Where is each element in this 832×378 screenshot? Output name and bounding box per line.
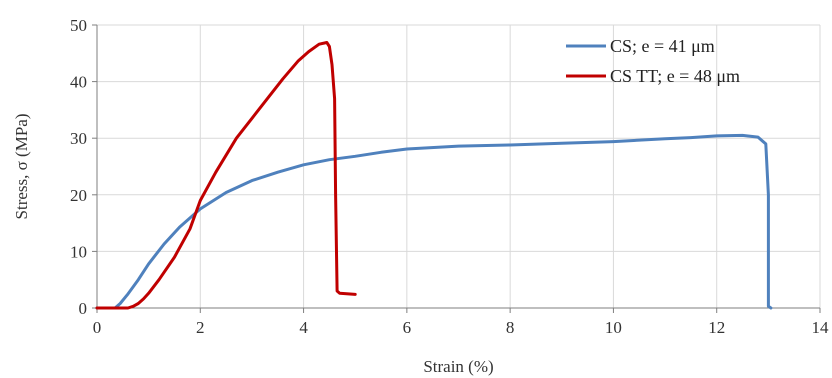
legend: CS; e = 41 μm CS TT; e = 48 μm [566, 36, 740, 86]
x-tick-label: 12 [708, 318, 725, 337]
y-tick-label: 10 [70, 242, 87, 261]
y-tick-label: 50 [70, 16, 87, 35]
x-tick-labels: 0 2 4 6 8 10 12 14 [93, 318, 829, 337]
y-axis-label: Stress, σ (MPa) [12, 114, 31, 220]
x-tick-label: 4 [299, 318, 308, 337]
y-tick-labels: 0 10 20 30 40 50 [70, 16, 87, 318]
series-line-2 [95, 41, 357, 310]
x-axis-label: Strain (%) [423, 357, 493, 376]
series-line-1 [95, 133, 773, 310]
x-tick-label: 10 [605, 318, 622, 337]
legend-label-2: CS TT; e = 48 μm [610, 66, 740, 86]
y-tick-label: 30 [70, 129, 87, 148]
y-tick-label: 20 [70, 186, 87, 205]
series-lines [95, 41, 773, 310]
legend-label-1: CS; e = 41 μm [610, 36, 715, 56]
x-tick-label: 8 [506, 318, 515, 337]
y-tick-label: 40 [70, 73, 87, 92]
x-tick-label: 6 [403, 318, 412, 337]
x-tick-label: 0 [93, 318, 102, 337]
x-tick-label: 2 [196, 318, 205, 337]
y-tick-label: 0 [79, 299, 88, 318]
x-tick-label: 14 [812, 318, 830, 337]
grid-lines [97, 24, 821, 308]
